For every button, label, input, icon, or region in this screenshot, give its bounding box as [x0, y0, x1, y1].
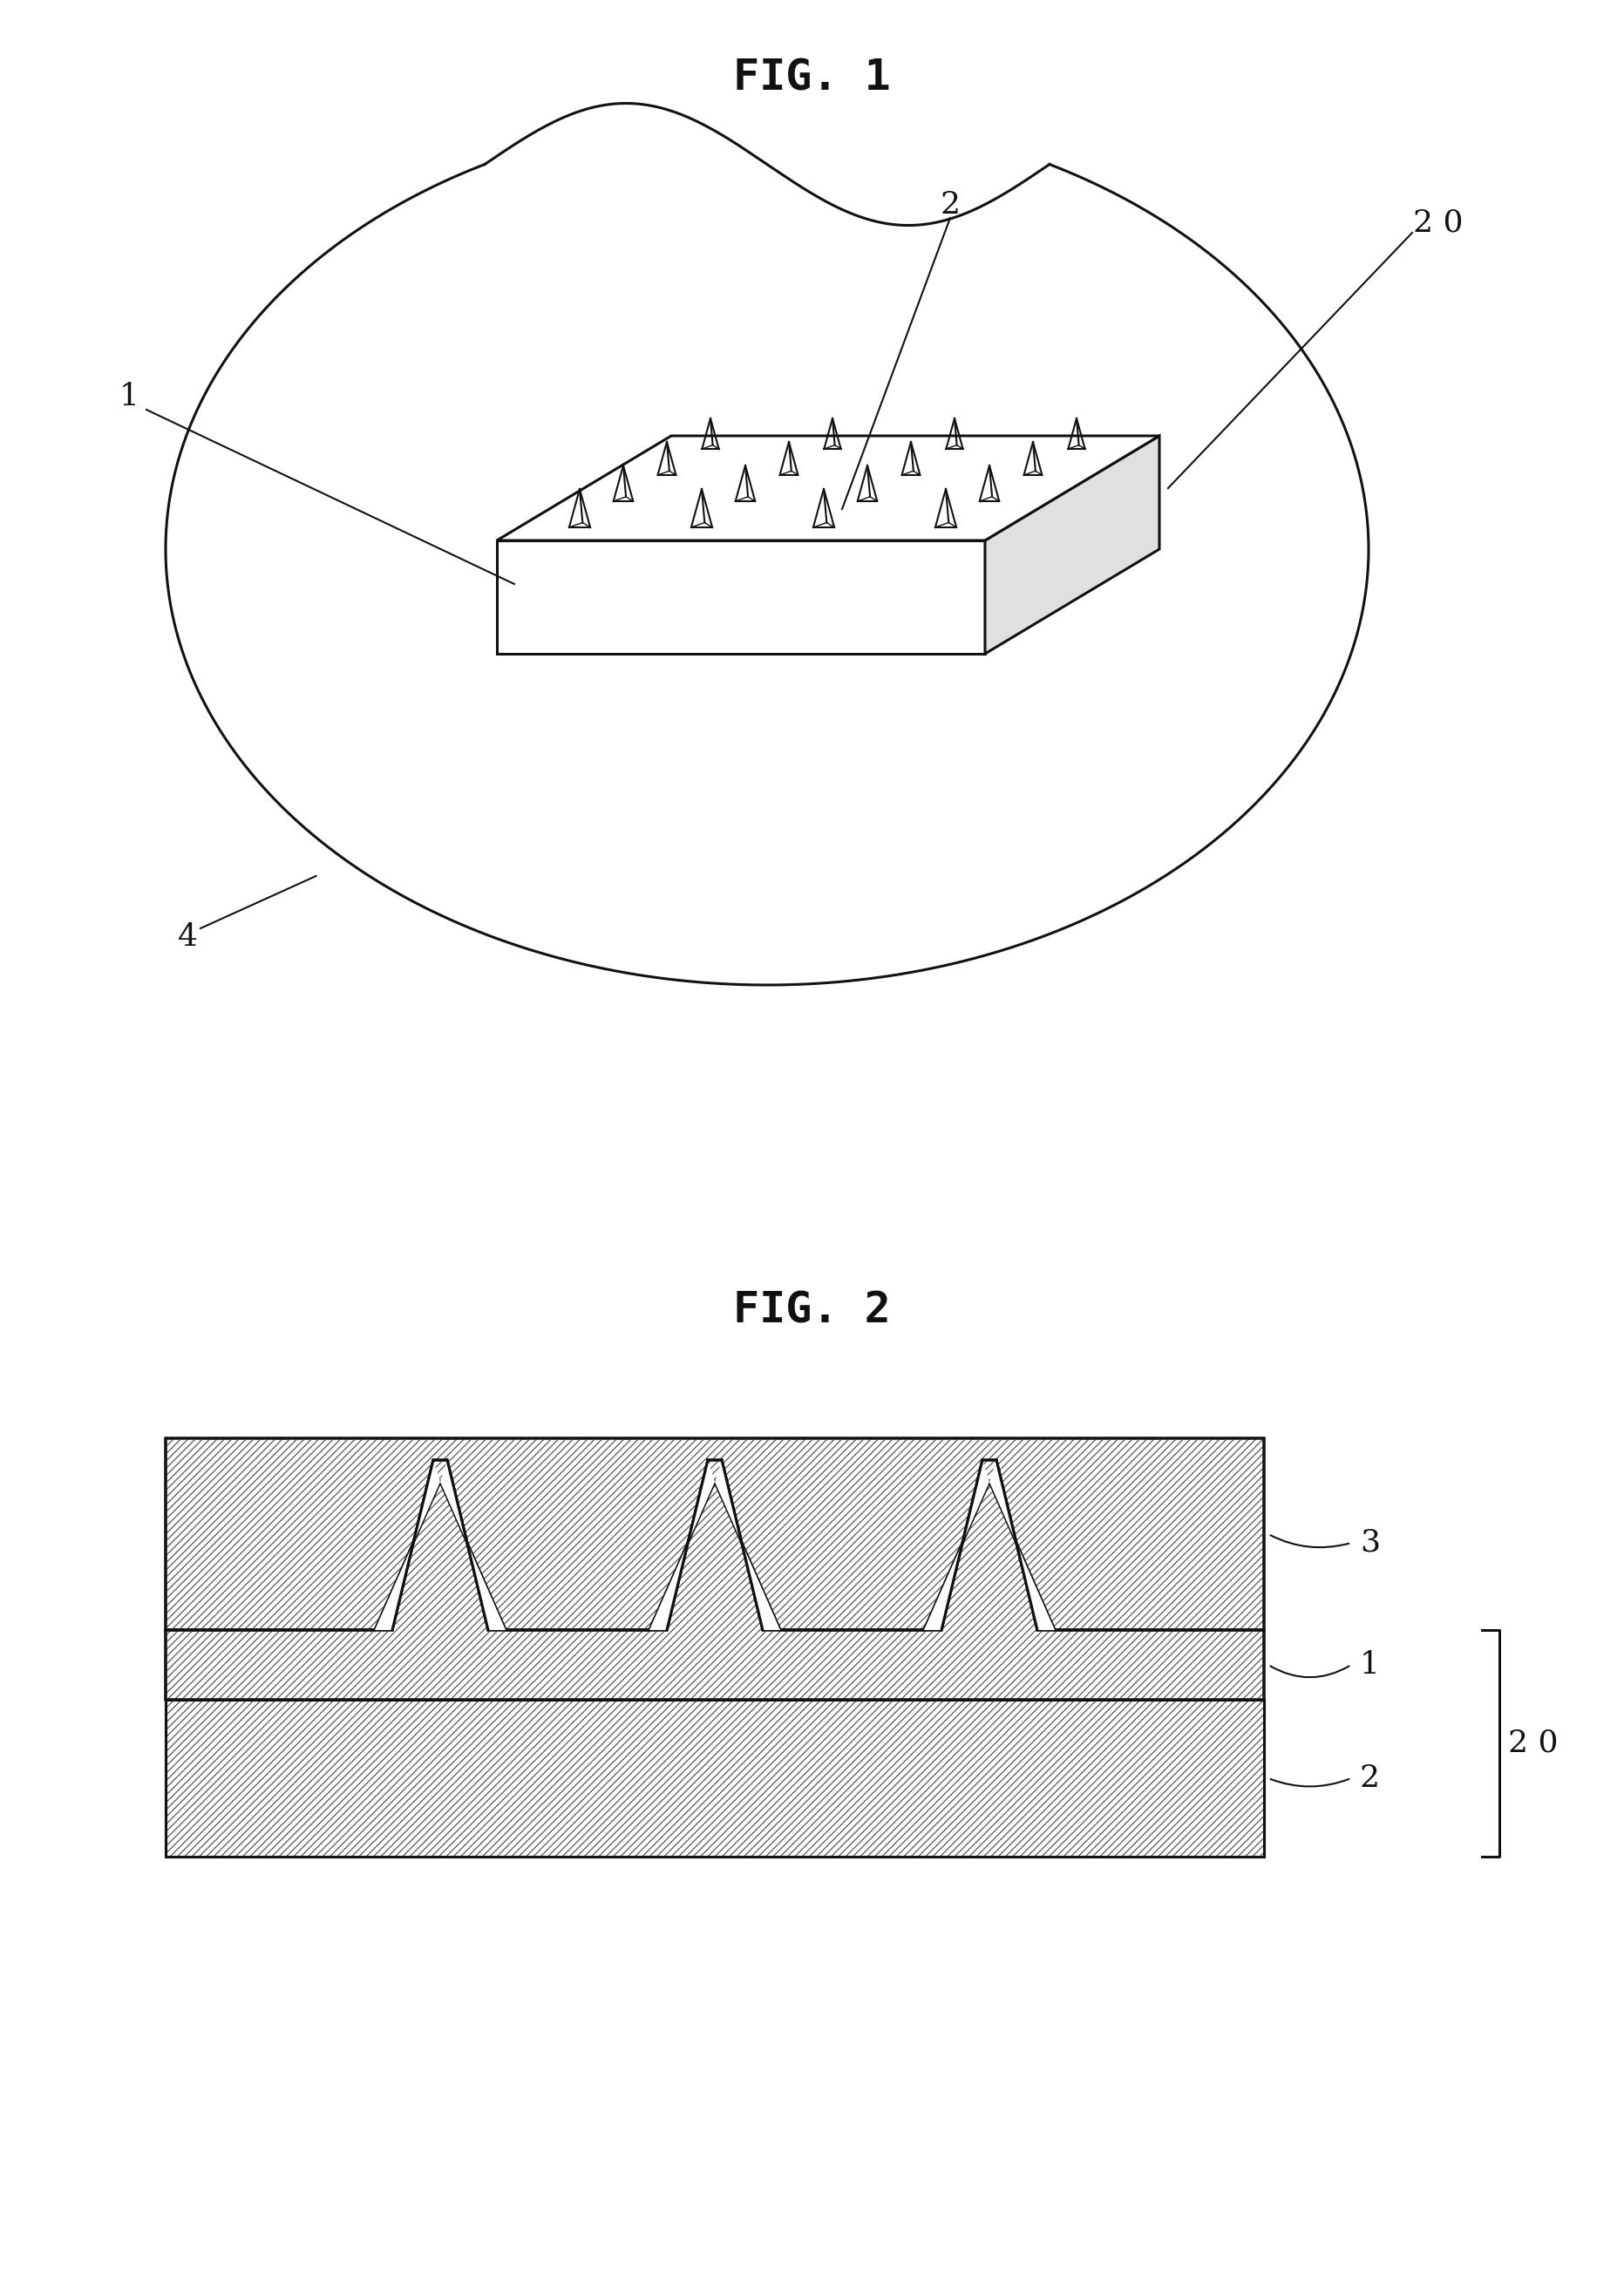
- Polygon shape: [650, 1460, 715, 1630]
- Text: 1: 1: [1359, 1650, 1380, 1680]
- Text: FIG. 1: FIG. 1: [732, 57, 890, 98]
- Polygon shape: [440, 1460, 505, 1630]
- Polygon shape: [375, 1460, 440, 1630]
- Polygon shape: [715, 1460, 780, 1630]
- Text: 3: 3: [1359, 1529, 1380, 1559]
- Text: 1: 1: [119, 382, 140, 412]
- Polygon shape: [497, 540, 986, 655]
- Text: 4: 4: [177, 922, 198, 952]
- Text: 2: 2: [1359, 1763, 1380, 1792]
- Polygon shape: [924, 1460, 989, 1630]
- Polygon shape: [989, 1460, 1054, 1630]
- Polygon shape: [986, 435, 1160, 655]
- Polygon shape: [166, 1460, 1263, 1701]
- Polygon shape: [166, 1437, 1263, 1630]
- Text: 2 0: 2 0: [1509, 1728, 1557, 1758]
- Text: 2 0: 2 0: [1413, 208, 1463, 238]
- Polygon shape: [166, 1701, 1263, 1856]
- Text: FIG. 2: FIG. 2: [732, 1291, 890, 1332]
- Polygon shape: [497, 435, 1160, 540]
- Text: 2: 2: [940, 190, 960, 220]
